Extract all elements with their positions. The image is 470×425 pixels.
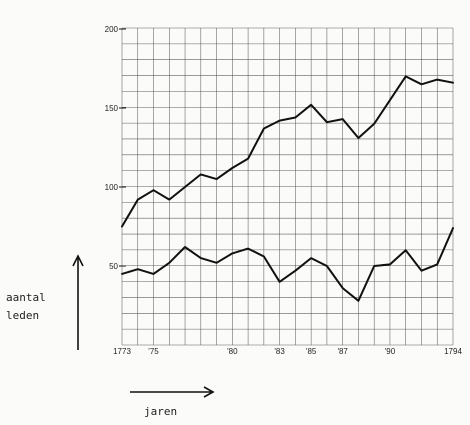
x-axis-arrow-head [203,386,215,398]
x-tick-label: 1794 [444,347,462,356]
y-tick-label: 150 [105,104,119,113]
y-axis-label-line-1: aantal [6,291,46,304]
x-tick-label: '80 [227,347,238,356]
y-tick-label: 100 [105,183,119,192]
y-tick-label: 200 [105,25,119,34]
x-tick-label: 1773 [113,347,131,356]
y-axis-label-line-2: leden [6,309,40,322]
series-line-1 [121,75,454,228]
x-tick-label: '75 [148,347,159,356]
x-tick-label: '83 [274,347,285,356]
y-tick-label: 50 [109,262,118,271]
y-axis-tick-labels: 50 100 150 200 [105,25,126,271]
series-line-2 [121,227,454,302]
chart-grid [121,27,454,346]
x-tick-label: '85 [306,347,317,356]
y-axis-arrow-head [72,254,84,267]
axis-arrows [72,254,215,398]
x-axis-tick-labels: 1773 '75 '80 '83 '85 '87 '90 1794 [113,347,462,356]
x-tick-label: '87 [337,347,348,356]
x-axis-label: jaren [144,405,178,418]
x-tick-label: '90 [385,347,396,356]
chart-series [121,75,454,302]
